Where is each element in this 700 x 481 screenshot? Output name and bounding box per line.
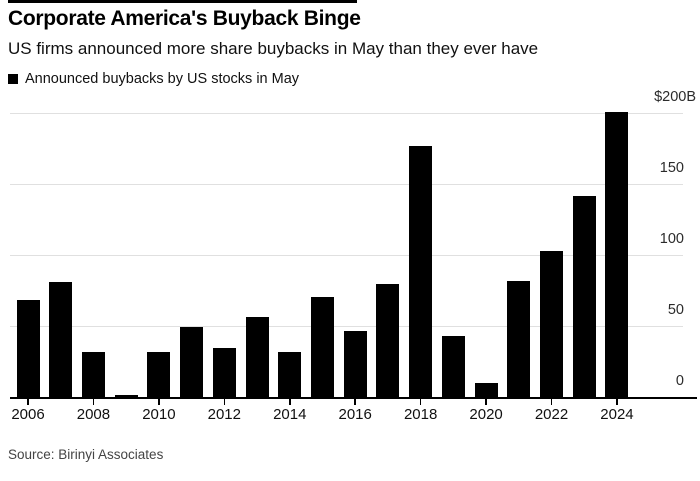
y-tick-label-50: 50 [667,301,684,318]
gridline-100 [10,255,683,256]
x-tick-2006 [27,399,29,405]
bar-2014 [278,352,302,398]
legend: Announced buybacks by US stocks in May [8,71,299,87]
bar-2012 [212,347,236,398]
x-axis-line [10,397,697,399]
x-tick-label-2018: 2018 [403,406,438,423]
x-tick-label-2014: 2014 [273,406,307,423]
x-tick-label-2024: 2024 [600,406,634,423]
x-tick-label-2022: 2022 [534,406,569,423]
bar-2006 [16,299,40,398]
x-tick-label-2006: 2006 [11,406,45,423]
top-rule [8,0,357,3]
bar-2009 [114,394,138,398]
bar-2011 [180,326,204,398]
x-tick-2010 [158,399,160,405]
legend-label: Announced buybacks by US stocks in May [25,71,300,87]
x-tick-2020 [485,399,487,405]
bar-2019 [441,336,465,398]
bar-2018 [409,146,433,398]
y-tick-label-150: 150 [659,159,684,176]
x-tick-2014 [289,399,291,405]
x-tick-label-2020: 2020 [469,406,503,423]
bar-2022 [540,251,564,398]
bar-2016 [343,330,367,398]
y-tick-label-200: $200B [654,88,696,105]
bar-2007 [49,282,73,398]
x-tick-2018 [419,399,422,405]
x-tick-2024 [616,399,618,405]
x-tick-2008 [92,399,95,405]
bar-2020 [474,383,498,398]
x-tick-2022 [550,399,553,405]
x-tick-label-2008: 2008 [76,406,111,423]
bar-2010 [147,352,171,398]
bar-2013 [245,316,269,398]
x-tick-label-2010: 2010 [142,406,176,423]
bar-2024 [605,112,629,398]
bar-2023 [572,195,596,398]
legend-swatch-icon [8,74,18,84]
x-tick-label-2012: 2012 [207,406,241,423]
bar-2021 [507,281,531,398]
source-line: Source: Birinyi Associates [8,447,164,462]
y-tick-label-0: 0 [675,372,684,389]
bar-2015 [310,296,334,398]
gridline-150 [10,184,683,185]
y-tick-label-100: 100 [659,230,684,247]
chart-title: Corporate America's Buyback Binge [8,7,361,30]
chart-subtitle: US firms announced more share buybacks i… [8,39,539,58]
gridline-200 [10,113,683,114]
gridline-50 [10,326,683,327]
x-tick-2016 [354,399,356,405]
bar-2017 [376,283,400,398]
x-tick-label-2016: 2016 [338,406,372,423]
x-tick-2012 [223,399,226,405]
bar-2008 [81,352,105,398]
